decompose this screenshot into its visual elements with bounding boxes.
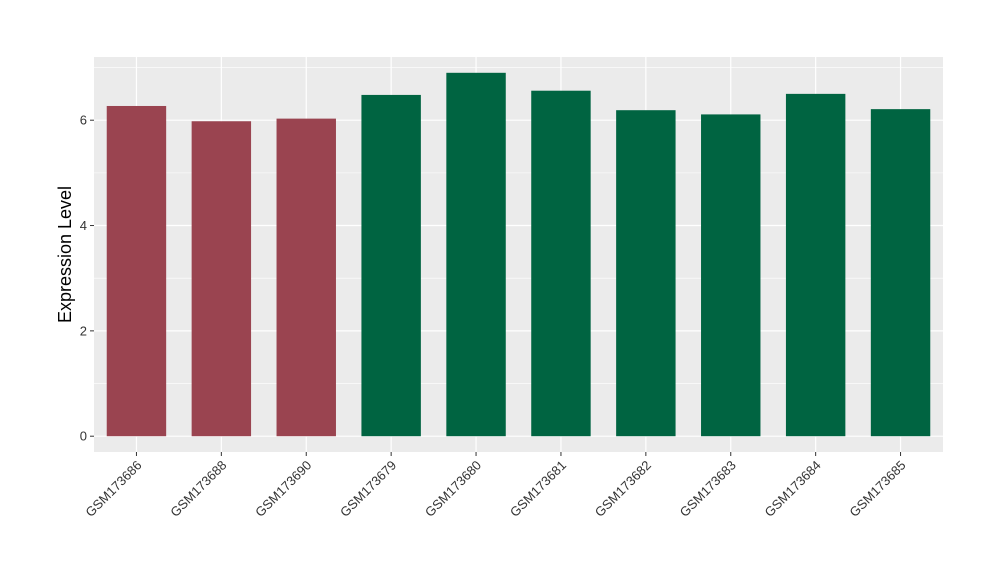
x-tick-label: GSM173679 <box>337 458 399 520</box>
bar-gsm173685 <box>870 109 931 437</box>
bar-gsm173680 <box>446 72 506 437</box>
x-tick-label: GSM173683 <box>677 458 739 520</box>
bar-gsm173682 <box>616 110 676 437</box>
y-tick-label: 6 <box>80 113 87 128</box>
y-axis-title: Expression Level <box>55 186 75 323</box>
y-tick-label: 4 <box>80 218 87 233</box>
y-axis: 0 2 4 6 <box>80 113 94 444</box>
bar-gsm173681 <box>531 90 591 437</box>
x-tick-label: GSM173688 <box>167 458 229 520</box>
x-tick-label: GSM173686 <box>82 458 144 520</box>
x-tick-label: GSM173684 <box>762 458 824 520</box>
x-tick-label: GSM173680 <box>422 458 484 520</box>
x-tick-label: GSM173685 <box>846 458 908 520</box>
bar-gsm173684 <box>785 93 846 437</box>
y-tick-label: 0 <box>80 429 87 444</box>
x-tick-label: GSM173682 <box>592 458 654 520</box>
bar-gsm173690 <box>276 118 336 437</box>
x-axis: GSM173686 GSM173688 GSM173690 GSM173679 GSM1… <box>82 452 909 520</box>
bars <box>106 72 931 437</box>
x-tick-label: GSM173690 <box>252 458 314 520</box>
bar-gsm173688 <box>191 121 252 437</box>
y-tick-label: 2 <box>80 323 87 338</box>
bar-gsm173679 <box>361 94 421 437</box>
bar-gsm173686 <box>106 105 167 437</box>
bar-gsm173683 <box>701 114 761 437</box>
x-tick-label: GSM173681 <box>507 458 569 520</box>
